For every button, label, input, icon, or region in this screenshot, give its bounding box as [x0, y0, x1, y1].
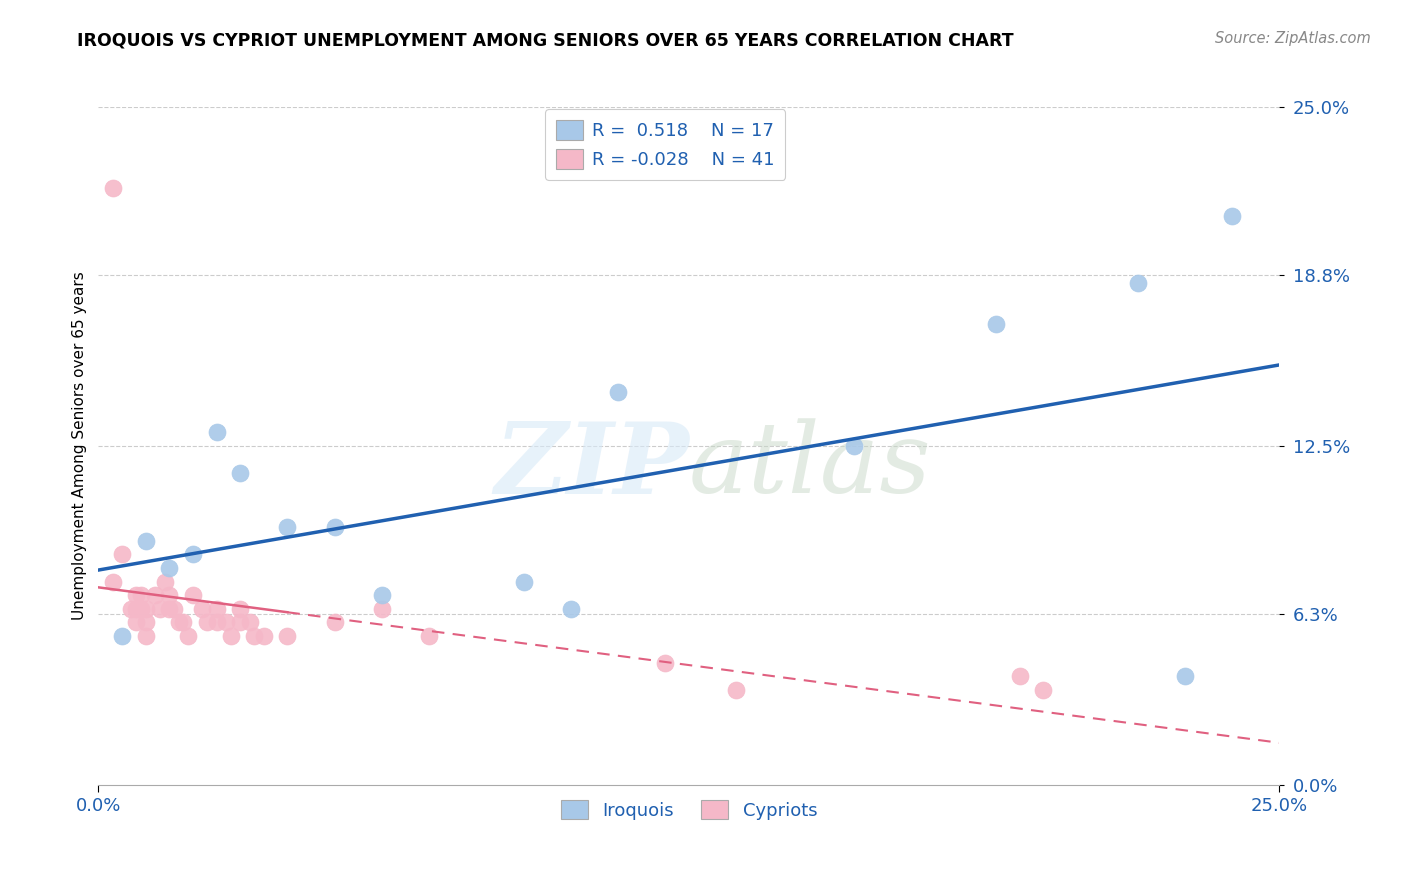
Y-axis label: Unemployment Among Seniors over 65 years: Unemployment Among Seniors over 65 years — [72, 272, 87, 620]
Point — [844, 439, 866, 453]
Text: IROQUOIS VS CYPRIOT UNEMPLOYMENT AMONG SENIORS OVER 65 YEARS CORRELATION CHART: IROQUOIS VS CYPRIOT UNEMPLOYMENT AMONG S… — [77, 31, 1014, 49]
Point — [276, 629, 298, 643]
Point — [181, 548, 204, 562]
Point — [129, 588, 152, 602]
Point — [163, 601, 186, 615]
Point — [191, 601, 214, 615]
Point — [205, 615, 228, 630]
Point — [1008, 669, 1031, 683]
Point — [153, 574, 176, 589]
Point — [129, 601, 152, 615]
Point — [229, 466, 252, 480]
Point — [195, 615, 218, 630]
Point — [125, 601, 148, 615]
Point — [135, 629, 157, 643]
Point — [135, 615, 157, 630]
Point — [111, 629, 134, 643]
Text: atlas: atlas — [689, 418, 932, 514]
Point — [135, 601, 157, 615]
Point — [371, 601, 394, 615]
Point — [111, 548, 134, 562]
Point — [654, 656, 676, 670]
Point — [1174, 669, 1197, 683]
Point — [205, 425, 228, 440]
Point — [149, 601, 172, 615]
Legend: Iroquois, Cypriots: Iroquois, Cypriots — [554, 792, 824, 827]
Point — [125, 615, 148, 630]
Point — [167, 615, 190, 630]
Point — [1032, 683, 1054, 698]
Point — [125, 588, 148, 602]
Point — [229, 601, 252, 615]
Point — [253, 629, 276, 643]
Point — [157, 588, 180, 602]
Point — [323, 520, 346, 534]
Text: ZIP: ZIP — [494, 418, 689, 515]
Point — [984, 317, 1007, 331]
Point — [276, 520, 298, 534]
Point — [560, 601, 582, 615]
Point — [215, 615, 238, 630]
Point — [1220, 209, 1243, 223]
Point — [157, 601, 180, 615]
Point — [143, 588, 166, 602]
Point — [101, 574, 124, 589]
Point — [121, 601, 143, 615]
Point — [177, 629, 200, 643]
Point — [205, 601, 228, 615]
Point — [172, 615, 194, 630]
Point — [371, 588, 394, 602]
Point — [181, 588, 204, 602]
Point — [157, 561, 180, 575]
Point — [219, 629, 242, 643]
Point — [135, 533, 157, 548]
Point — [229, 615, 252, 630]
Point — [239, 615, 262, 630]
Point — [101, 181, 124, 195]
Point — [323, 615, 346, 630]
Point — [607, 384, 630, 399]
Point — [243, 629, 266, 643]
Point — [725, 683, 748, 698]
Text: Source: ZipAtlas.com: Source: ZipAtlas.com — [1215, 31, 1371, 46]
Point — [418, 629, 440, 643]
Point — [1126, 277, 1149, 291]
Point — [512, 574, 534, 589]
